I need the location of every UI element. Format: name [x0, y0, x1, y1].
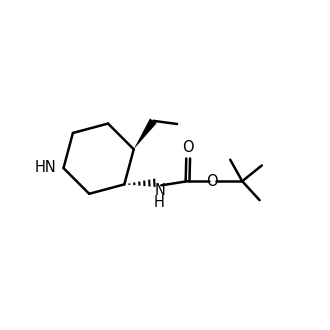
Polygon shape — [134, 118, 157, 149]
Text: H: H — [153, 195, 164, 210]
Text: HN: HN — [35, 160, 56, 175]
Text: O: O — [182, 140, 194, 155]
Text: N: N — [155, 183, 166, 198]
Text: O: O — [206, 174, 218, 189]
